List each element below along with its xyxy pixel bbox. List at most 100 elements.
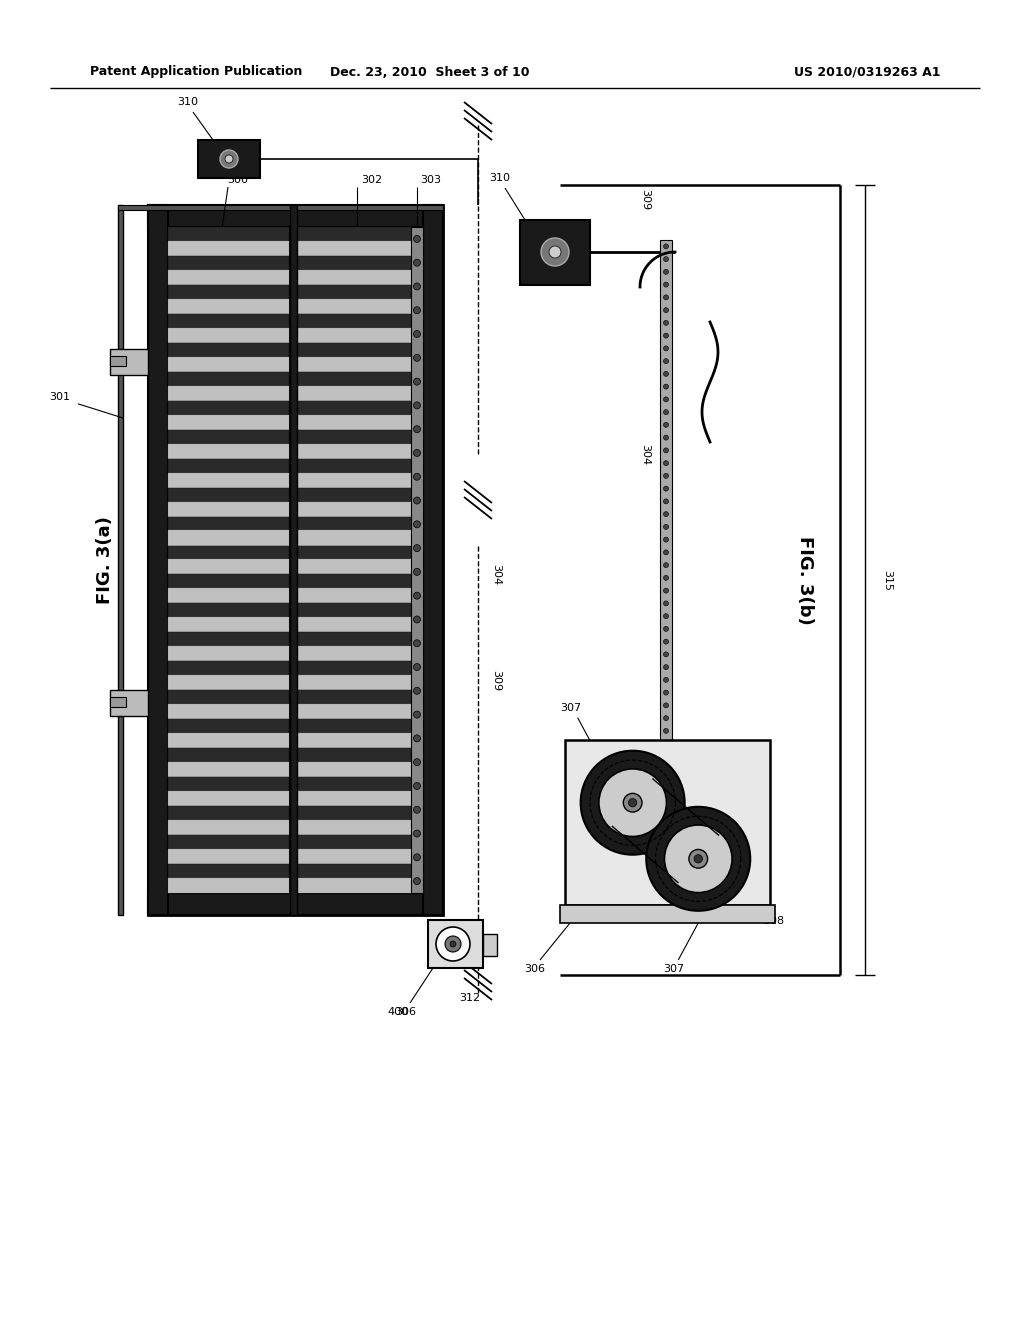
Circle shape (664, 294, 669, 300)
Circle shape (414, 807, 421, 813)
Bar (290, 205, 297, 915)
Bar (148, 894, 443, 915)
Bar (297, 820, 418, 836)
Circle shape (664, 665, 669, 669)
Circle shape (414, 235, 421, 243)
Text: 310: 310 (489, 173, 511, 183)
Bar (168, 836, 289, 849)
Bar (297, 647, 418, 661)
Bar (168, 356, 289, 372)
Circle shape (664, 282, 669, 288)
Bar (297, 227, 418, 894)
Bar (297, 704, 418, 719)
Bar (297, 836, 418, 849)
Circle shape (664, 741, 669, 746)
Bar (297, 256, 418, 269)
Text: 308: 308 (763, 916, 783, 925)
Bar (297, 430, 418, 444)
Circle shape (664, 524, 669, 529)
Bar (297, 385, 418, 401)
Circle shape (414, 378, 421, 385)
Circle shape (414, 306, 421, 314)
Circle shape (436, 927, 470, 961)
Bar (168, 343, 289, 356)
Circle shape (414, 282, 421, 290)
Circle shape (664, 474, 669, 478)
Bar (168, 676, 289, 690)
Bar (297, 589, 418, 603)
Bar (297, 791, 418, 807)
Bar (297, 414, 418, 430)
Circle shape (664, 729, 669, 734)
Circle shape (664, 702, 669, 708)
Bar (297, 777, 418, 791)
Circle shape (541, 238, 569, 267)
Circle shape (664, 371, 669, 376)
Circle shape (689, 850, 708, 869)
Circle shape (414, 878, 421, 884)
Circle shape (664, 639, 669, 644)
Circle shape (414, 759, 421, 766)
Circle shape (664, 308, 669, 313)
Circle shape (414, 354, 421, 362)
Circle shape (225, 154, 233, 162)
Bar (168, 531, 289, 545)
Bar (168, 589, 289, 603)
Bar (297, 878, 418, 894)
Bar (168, 327, 289, 343)
Bar (148, 205, 168, 915)
Bar (660, 240, 672, 750)
Bar (168, 603, 289, 618)
Circle shape (664, 627, 669, 631)
Circle shape (414, 450, 421, 457)
Bar (297, 661, 418, 676)
Circle shape (414, 521, 421, 528)
Text: 309: 309 (490, 671, 501, 692)
Text: 310: 310 (177, 96, 199, 107)
Bar (297, 603, 418, 618)
Circle shape (414, 735, 421, 742)
Bar (168, 240, 289, 256)
Bar (297, 748, 418, 762)
Bar (168, 791, 289, 807)
Circle shape (624, 793, 642, 812)
Bar (168, 314, 289, 327)
Circle shape (450, 941, 456, 946)
Bar (297, 356, 418, 372)
Circle shape (414, 569, 421, 576)
Circle shape (664, 256, 669, 261)
Text: 304: 304 (490, 564, 501, 585)
Text: US 2010/0319263 A1: US 2010/0319263 A1 (794, 66, 940, 78)
Circle shape (664, 537, 669, 543)
Bar (297, 327, 418, 343)
Bar (168, 661, 289, 676)
Circle shape (414, 616, 421, 623)
Bar (110, 350, 148, 375)
Bar (297, 401, 418, 414)
Bar (297, 240, 418, 256)
Bar (168, 285, 289, 298)
Bar (110, 690, 148, 715)
Text: 306: 306 (524, 964, 546, 974)
Bar (168, 372, 289, 385)
Circle shape (664, 359, 669, 363)
Circle shape (414, 401, 421, 409)
Circle shape (664, 550, 669, 554)
Bar (168, 560, 289, 574)
Circle shape (414, 640, 421, 647)
Circle shape (414, 474, 421, 480)
Bar (560, 906, 775, 923)
Bar (297, 545, 418, 560)
Bar (168, 269, 289, 285)
Bar (297, 516, 418, 531)
Bar (168, 574, 289, 589)
Bar (168, 487, 289, 502)
Bar (297, 298, 418, 314)
Bar (520, 220, 590, 285)
Bar (168, 444, 289, 458)
Bar (168, 777, 289, 791)
Bar (168, 719, 289, 733)
Bar (168, 878, 289, 894)
Bar (168, 385, 289, 401)
Bar (297, 865, 418, 878)
